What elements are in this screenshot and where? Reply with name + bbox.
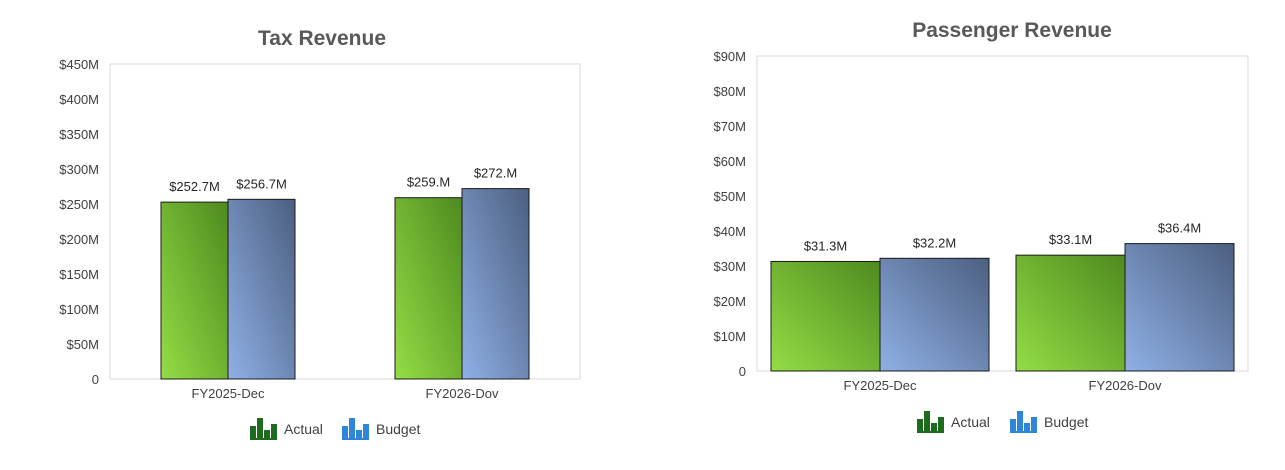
bar-chart-icon-blue <box>342 418 369 440</box>
y-tick-label: $80M <box>713 84 746 99</box>
legend: Actual Budget <box>250 418 420 440</box>
legend-label-actual[interactable]: Actual <box>951 414 990 430</box>
data-label: $36.4M <box>1158 221 1201 236</box>
bar-actual-0[interactable] <box>770 260 881 372</box>
data-label: $252.7M <box>169 179 220 194</box>
data-label: $272.M <box>474 166 517 181</box>
y-tick-label: $300M <box>59 162 99 177</box>
y-tick-label: 0 <box>92 372 99 387</box>
y-tick-label: $40M <box>713 224 746 239</box>
x-tick-label: FY2026-Dov <box>1089 378 1162 393</box>
data-label: $32.2M <box>913 235 956 250</box>
bar-budget-1[interactable] <box>1124 243 1235 372</box>
y-tick-label: $50M <box>713 189 746 204</box>
chart-title: Tax Revenue <box>258 27 386 50</box>
data-label: $31.3M <box>804 238 847 253</box>
bar-budget-0[interactable] <box>879 257 990 372</box>
bar-chart-icon-green <box>917 411 944 433</box>
y-tick-label: $90M <box>713 49 746 64</box>
y-tick-label: $400M <box>59 92 99 107</box>
y-tick-label: $70M <box>713 119 746 134</box>
y-tick-label: $50M <box>66 337 99 352</box>
legend-label-budget[interactable]: Budget <box>376 421 420 437</box>
bar-actual-1[interactable] <box>1015 254 1126 372</box>
data-label: $259.M <box>407 175 450 190</box>
bar-actual-0[interactable] <box>160 201 229 380</box>
data-label: $33.1M <box>1049 232 1092 247</box>
bar-chart-icon-blue <box>1010 411 1037 433</box>
chart-1: Tax Revenue 0 $50M $100M $150M $200M $250M $300… <box>59 27 581 440</box>
bar-actual-1[interactable] <box>394 197 463 380</box>
y-tick-label: $100M <box>59 302 99 317</box>
legend-label-budget[interactable]: Budget <box>1044 414 1088 430</box>
y-tick-label: $30M <box>713 259 746 274</box>
bar-budget-1[interactable] <box>461 188 530 380</box>
x-tick-label: FY2025-Dec <box>844 378 917 393</box>
y-tick-label: $200M <box>59 232 99 247</box>
y-tick-label: $150M <box>59 267 99 282</box>
y-tick-label: $60M <box>713 154 746 169</box>
chart-2: Passenger Revenue 0 $10M $20M $30M $40M $50M $6… <box>713 19 1249 433</box>
x-tick-label: FY2025-Dec <box>192 386 265 401</box>
y-tick-label: $450M <box>59 57 99 72</box>
x-tick-label: FY2026-Dov <box>426 386 499 401</box>
chart-title: Passenger Revenue <box>912 19 1112 42</box>
y-tick-label: $10M <box>713 329 746 344</box>
y-tick-label: 0 <box>739 364 746 379</box>
y-tick-label: $20M <box>713 294 746 309</box>
data-label: $256.7M <box>236 176 287 191</box>
legend: Actual Budget <box>917 411 1088 433</box>
y-tick-label: $250M <box>59 197 99 212</box>
y-tick-label: $350M <box>59 127 99 142</box>
bar-budget-0[interactable] <box>227 198 296 380</box>
legend-label-actual[interactable]: Actual <box>284 421 323 437</box>
bar-chart-icon-green <box>250 418 277 440</box>
